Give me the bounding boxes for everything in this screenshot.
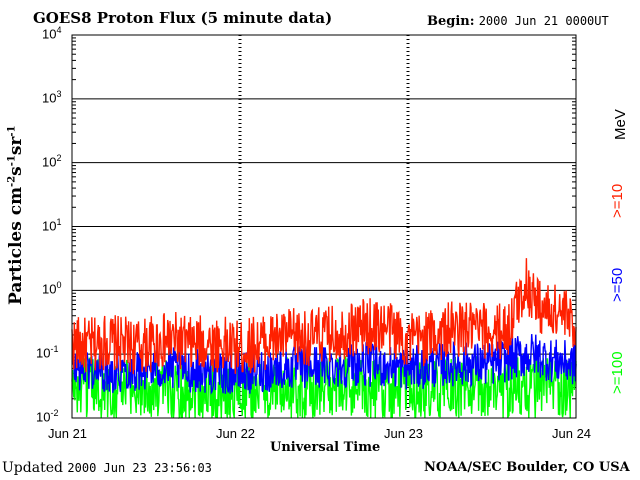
y-tick-label: 104 bbox=[42, 25, 62, 42]
y-tick-label: 102 bbox=[42, 152, 62, 169]
updated-value: 2000 Jun 23 23:56:03 bbox=[67, 461, 212, 475]
x-tick-label: Jun 22 bbox=[216, 426, 256, 441]
legend-ge100: >=100 bbox=[609, 351, 626, 394]
y-tick-label: 100 bbox=[42, 280, 62, 297]
x-tick-label: Jun 21 bbox=[48, 426, 88, 441]
x-tick-label: Jun 24 bbox=[552, 426, 592, 441]
units-label: MeV bbox=[612, 109, 629, 140]
plot-frame bbox=[71, 34, 577, 419]
updated-stamp: Updated 2000 Jun 23 23:56:03 bbox=[2, 460, 212, 476]
credit: NOAA/SEC Boulder, CO USA bbox=[424, 460, 630, 475]
x-tick-label: Jun 23 bbox=[384, 426, 424, 441]
y-tick-label: 101 bbox=[42, 216, 62, 233]
begin-label: Begin: bbox=[427, 14, 475, 29]
series-line-2 bbox=[71, 354, 577, 420]
y-tick-label: 10-2 bbox=[36, 408, 59, 425]
chart-title: GOES8 Proton Flux (5 minute data) bbox=[33, 9, 333, 27]
y-tick-label: 10-1 bbox=[36, 344, 59, 361]
begin-time: Begin: 2000 Jun 21 0000UT bbox=[427, 14, 609, 29]
legend-ge50: >=50 bbox=[609, 267, 626, 302]
y-tick-label: 103 bbox=[42, 88, 62, 106]
updated-label: Updated bbox=[2, 460, 63, 476]
series-line-0 bbox=[71, 258, 577, 375]
legend-ge10: >=10 bbox=[609, 183, 626, 218]
begin-value: 2000 Jun 21 0000UT bbox=[478, 14, 609, 28]
x-axis-label: Universal Time bbox=[270, 440, 381, 455]
